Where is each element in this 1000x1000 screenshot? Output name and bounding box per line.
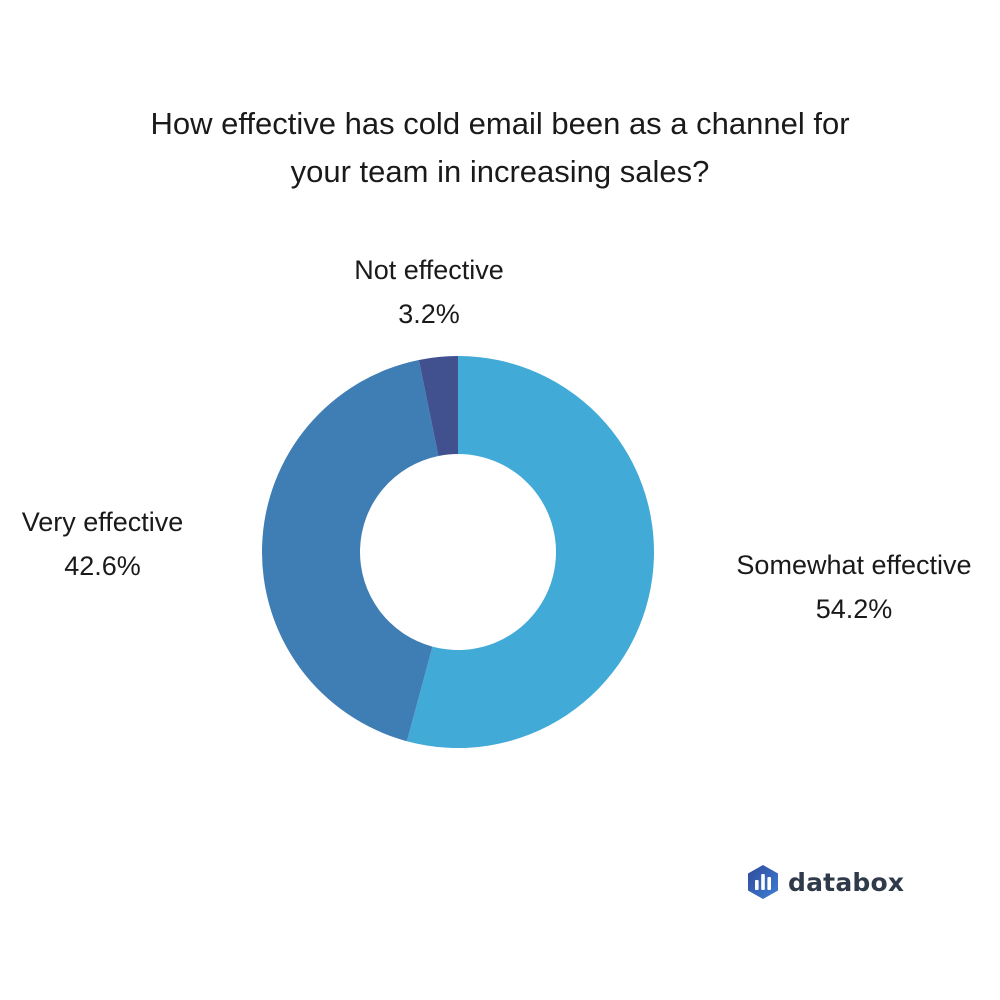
slice-value-very-effective: 42.6% xyxy=(64,551,141,581)
slice-name-not-effective: Not effective xyxy=(354,255,504,285)
chart-title-line-1: How effective has cold email been as a c… xyxy=(150,106,850,141)
donut-slice-very-effective xyxy=(262,359,439,742)
databox-logo-icon xyxy=(748,865,778,899)
slice-label-very-effective: Very effective 42.6% xyxy=(0,500,205,588)
chart-title: How effective has cold email been as a c… xyxy=(0,100,1000,196)
brand-name: databox xyxy=(788,867,905,897)
slice-label-not-effective: Not effective 3.2% xyxy=(329,248,529,336)
donut-slice-somewhat-effective xyxy=(406,355,655,748)
slice-label-somewhat-effective: Somewhat effective 54.2% xyxy=(718,543,990,631)
chart-title-line-2: your team in increasing sales? xyxy=(290,154,710,189)
slice-name-very-effective: Very effective xyxy=(21,507,184,537)
brand: databox xyxy=(746,862,904,902)
slice-value-somewhat-effective: 54.2% xyxy=(815,594,893,624)
slice-value-not-effective: 3.2% xyxy=(398,299,460,329)
donut-slice-not-effective xyxy=(418,356,458,456)
slice-name-somewhat-effective: Somewhat effective xyxy=(736,550,972,580)
